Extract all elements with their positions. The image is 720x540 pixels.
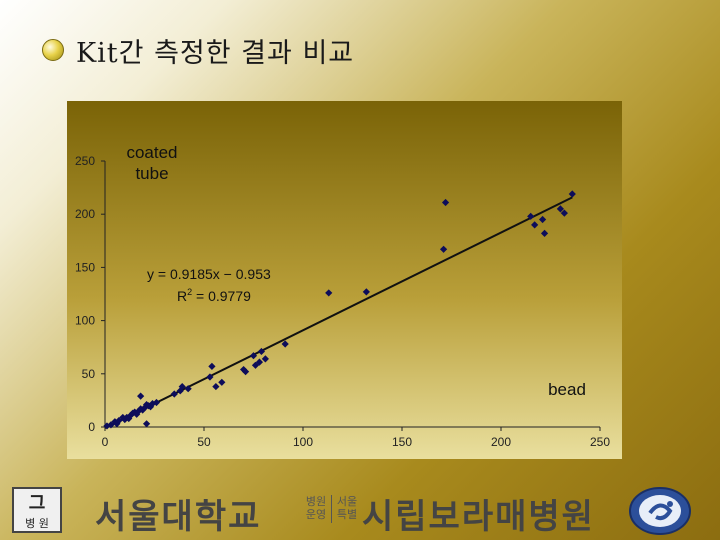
trendline-group: [104, 196, 573, 429]
hospital-logo-icon: [629, 487, 691, 535]
y-axis-label-line1: coated: [126, 143, 177, 162]
y-tick-label: 50: [82, 367, 96, 381]
data-point: [107, 421, 115, 429]
trendline: [104, 196, 573, 429]
logo-bottom-text: 병 원: [25, 517, 49, 530]
x-tick-label: 100: [293, 435, 313, 449]
data-point: [115, 417, 123, 425]
data-point: [141, 404, 149, 412]
data-point: [568, 190, 576, 198]
data-point: [531, 221, 539, 229]
university-name: 서울대학교: [95, 497, 262, 537]
x-tick-label: 0: [102, 435, 109, 449]
data-point: [139, 406, 147, 414]
data-point: [176, 387, 184, 395]
data-point: [439, 245, 448, 253]
footer: 그 병 원 서울대학교 병원 운영 서울 특별 시립보라매병원: [0, 483, 720, 540]
x-tick-label: 250: [590, 435, 610, 449]
data-point: [362, 288, 370, 296]
data-point: [184, 385, 192, 393]
data-point: [135, 407, 143, 415]
y-tick-label: 150: [75, 260, 95, 274]
y-tick-label: 250: [75, 154, 95, 168]
data-point: [206, 373, 214, 381]
chart-background: [67, 101, 622, 459]
data-point: [208, 362, 216, 370]
footer-subtext-2: 서울 특별: [336, 495, 358, 521]
data-point: [218, 378, 226, 386]
data-point: [103, 422, 111, 430]
r-squared-label: R2 = 0.9779: [177, 287, 251, 304]
university-logo: 그 병 원: [12, 487, 62, 533]
x-tick-label: 200: [491, 435, 511, 449]
chart-axes: [104, 161, 600, 428]
data-point: [540, 229, 549, 237]
regression-equation: y = 0.9185x − 0.953: [147, 266, 271, 282]
x-tick-label: 150: [392, 435, 412, 449]
data-point: [170, 390, 178, 398]
data-point: [255, 358, 264, 366]
data-point: [556, 205, 564, 213]
footer-divider: [331, 495, 332, 523]
data-point: [241, 368, 250, 376]
data-point: [257, 347, 266, 356]
data-point: [125, 414, 133, 423]
data-point: [212, 382, 220, 391]
data-point: [113, 420, 121, 428]
slide-title-text: Kit간 측정한 결과 비교: [76, 37, 355, 69]
data-point: [281, 340, 289, 348]
hospital-name: 시립보라매병원: [362, 497, 595, 537]
chart-ticks: 0 50 100 150 200 250 0 50 100 150 200 250: [75, 154, 610, 449]
x-axis-label: bead: [548, 380, 586, 399]
data-points: [103, 190, 576, 430]
logo-top-text: 그: [28, 493, 46, 514]
y-axis-label-line2: tube: [135, 164, 168, 183]
data-point: [261, 355, 269, 363]
data-point: [178, 382, 186, 391]
scatter-chart: 0 50 100 150 200 250 0 50 100 150 200 250 coated tu…: [67, 101, 622, 459]
data-point: [527, 212, 535, 220]
bullet-icon: [42, 39, 64, 61]
data-point: [152, 398, 161, 407]
x-tick-label: 50: [197, 435, 211, 449]
data-point: [538, 215, 547, 224]
data-point: [148, 399, 157, 408]
footer-subtext-1: 병원 운영: [305, 495, 327, 521]
y-tick-label: 0: [88, 420, 95, 434]
slide-title: Kit간 측정한 결과 비교: [42, 30, 354, 70]
y-tick-label: 100: [75, 314, 95, 328]
y-tick-label: 200: [75, 207, 95, 221]
data-point: [251, 361, 260, 369]
data-point: [441, 198, 450, 207]
